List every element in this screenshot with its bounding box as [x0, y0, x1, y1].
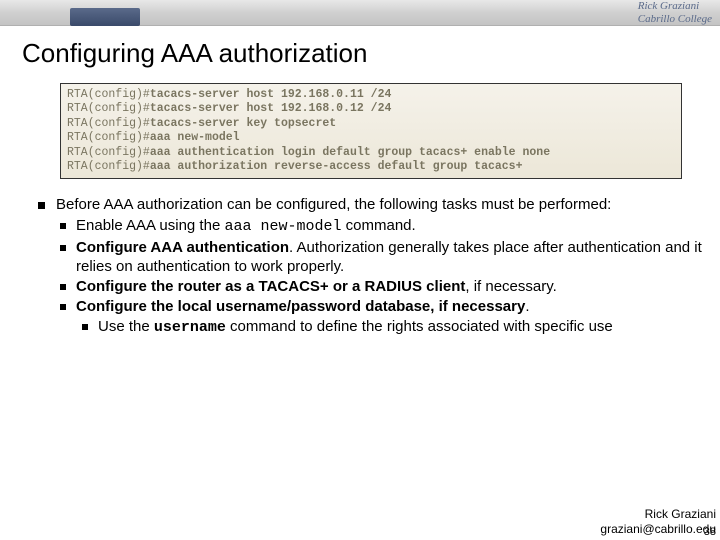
bullet-lvl1: Before AAA authorization can be configur… [34, 195, 704, 214]
bullet-lvl2: Configure the router as a TACACS+ or a R… [56, 277, 704, 296]
bullet-lvl2: Enable AAA using the aaa new-model comma… [56, 216, 704, 236]
cli-line: RTA(config)#aaa new-model [67, 131, 240, 144]
bullet-bold: Configure the local username/password da… [76, 298, 525, 315]
bullet-lvl2: Configure the local username/password da… [56, 297, 704, 316]
footer-block: Rick Graziani graziani@cabrillo.edu [600, 507, 716, 536]
page-number: 38 [704, 526, 716, 538]
cli-line: RTA(config)#tacacs-server host 192.168.0… [67, 88, 391, 101]
cli-line: RTA(config)#tacacs-server key topsecret [67, 117, 336, 130]
footer-email: graziani@cabrillo.edu [600, 522, 716, 536]
bullet-lvl3: Use the username command to define the r… [78, 317, 704, 337]
bullet-text: command to define the rights associated … [226, 318, 613, 335]
cli-line-highlighted: RTA(config)#aaa authorization reverse-ac… [67, 160, 523, 174]
bullet-content: Before AAA authorization can be configur… [34, 195, 704, 337]
cli-code-box: RTA(config)#tacacs-server host 192.168.0… [60, 83, 682, 179]
bullet-text: , if necessary. [465, 278, 556, 295]
bullet-text: . [525, 298, 529, 315]
bullet-text: command. [341, 217, 415, 234]
header-author-block: Rick Graziani Cabrillo College [638, 0, 712, 25]
header-author: Rick Graziani [638, 0, 712, 13]
header-accent [70, 8, 140, 26]
bullet-bold: Configure the router as a TACACS+ or a R… [76, 278, 465, 295]
bullet-intro-text: Before AAA authorization can be configur… [56, 196, 611, 213]
footer-name: Rick Graziani [600, 507, 716, 521]
bullet-lvl2: Configure AAA authentication. Authorizat… [56, 238, 704, 276]
bullet-bold: Configure AAA authentication [76, 239, 289, 256]
cli-line: RTA(config)#tacacs-server host 192.168.0… [67, 102, 391, 115]
inline-code: aaa new-model [224, 218, 341, 235]
inline-code: username [154, 319, 226, 336]
slide-title: Configuring AAA authorization [22, 38, 720, 69]
header-band: Rick Graziani Cabrillo College [0, 0, 720, 26]
bullet-text: Enable AAA using the [76, 217, 224, 234]
bullet-text: Use the [98, 318, 154, 335]
cli-line: RTA(config)#aaa authentication login def… [67, 146, 550, 159]
header-org: Cabrillo College [638, 13, 712, 26]
